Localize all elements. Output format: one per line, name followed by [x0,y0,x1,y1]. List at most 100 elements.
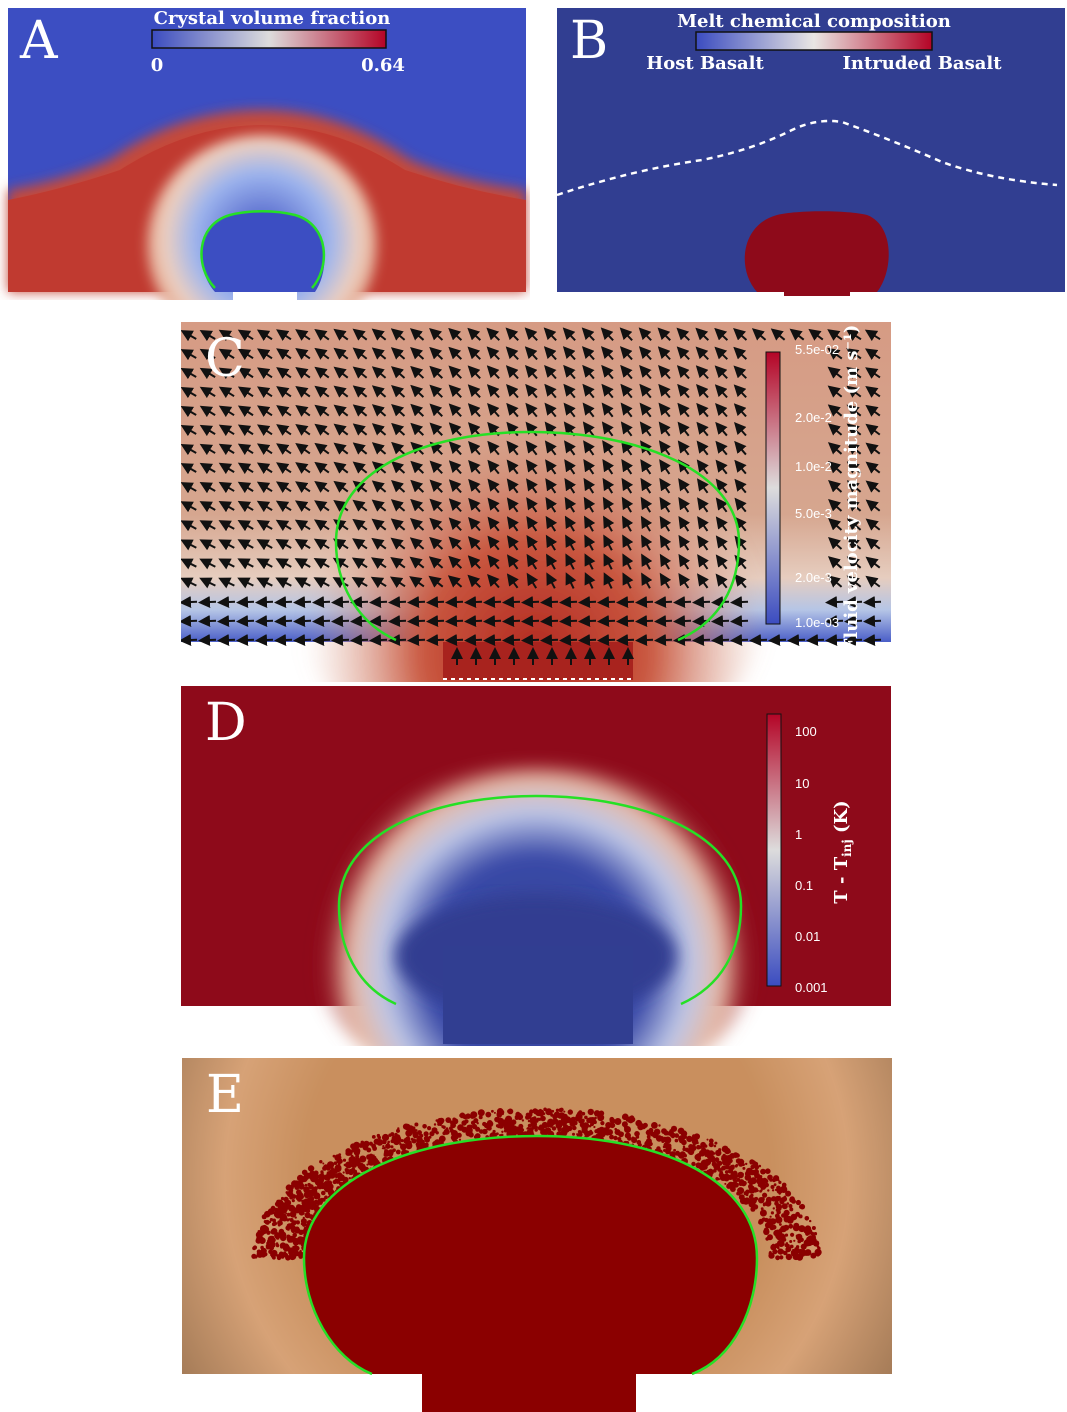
velocity-arrow [313,577,330,589]
velocity-arrow [256,481,273,494]
velocity-arrow [237,500,254,513]
velocity-arrow [602,440,614,456]
velocity-arrow [846,556,862,569]
crystal-speck [313,1192,321,1200]
crystal-speck [807,1235,814,1242]
velocity-arrow [390,347,406,360]
velocity-arrow [410,422,425,436]
velocity-arrow [371,328,387,341]
velocity-arrow [407,634,426,646]
crystal-speck [760,1207,764,1211]
crystal-speck [342,1171,345,1174]
velocity-arrow [715,459,728,475]
velocity-arrow [333,366,349,379]
crystal-speck [572,1132,575,1136]
crystal-speck [737,1191,741,1196]
crystal-speck [784,1233,789,1237]
crystal-speck [613,1135,618,1141]
colorbar-d-tick-1: 10 [795,776,809,791]
velocity-arrow [199,501,216,513]
crystal-speck [584,1115,588,1120]
velocity-arrow [295,443,311,455]
crystal-speck [785,1243,790,1248]
crystal-speck [721,1165,727,1171]
crystal-speck [527,1131,532,1136]
velocity-arrow [562,327,576,342]
velocity-arrow [659,478,671,494]
crystal-speck [576,1133,579,1136]
velocity-arrow [526,497,538,513]
crystal-speck [738,1181,744,1186]
crystal-speck [383,1146,386,1150]
inlet-d [443,946,633,1044]
crystal-speck [753,1187,757,1191]
crystal-speck [670,1125,678,1132]
crystal-speck [732,1177,737,1182]
crystal-speck [598,1110,605,1117]
crystal-speck [470,1111,478,1119]
velocity-arrow [429,346,444,360]
crystal-speck [661,1139,665,1143]
velocity-arrow [199,367,216,380]
velocity-arrow [350,596,369,608]
crystal-speck [334,1178,338,1182]
velocity-arrow [410,403,425,417]
velocity-arrow [524,327,538,341]
crystal-speck [765,1168,771,1174]
velocity-arrow [583,440,595,456]
velocity-arrow [276,462,292,474]
crystal-speck [810,1252,817,1259]
velocity-arrow [825,634,844,646]
velocity-arrow [526,572,539,589]
velocity-arrow [600,327,614,342]
crystal-speck [534,1117,537,1121]
crystal-speck [795,1233,803,1241]
velocity-arrow [314,404,330,417]
colorbar-d-tick-4: 0.01 [795,929,820,944]
crystal-speck [667,1146,670,1149]
crystal-speck [270,1208,273,1211]
crystal-speck [793,1239,796,1242]
velocity-arrow [199,462,216,475]
velocity-arrow [678,478,690,494]
crystal-speck [275,1242,279,1245]
crystal-speck [551,1126,557,1131]
velocity-arrow [696,421,709,437]
crystal-speck [559,1107,564,1112]
velocity-arrow [181,386,197,399]
crystal-speck [300,1176,306,1182]
crystal-speck [707,1168,714,1174]
velocity-arrow [828,479,843,493]
velocity-arrow [696,402,709,418]
velocity-arrow [181,367,197,380]
crystal-speck [742,1166,746,1170]
crystal-speck [422,1124,427,1129]
velocity-arrow [464,596,483,608]
crystal-speck [664,1140,667,1143]
velocity-arrow [448,327,463,341]
crystal-speck [637,1123,644,1131]
plume-contour-d [337,794,743,1006]
velocity-arrow [657,346,671,361]
velocity-arrow [352,518,368,531]
crystal-speck [624,1126,631,1133]
velocity-arrow [314,423,330,436]
velocity-arrow [274,634,293,646]
velocity-arrow [255,596,274,608]
velocity-arrow [314,347,330,360]
velocity-arrow [582,364,595,380]
crystal-speck [275,1236,280,1240]
crystal-speck [423,1131,429,1137]
inlet-gap [233,292,297,300]
crystal-speck [724,1176,730,1182]
velocity-arrow [391,460,406,474]
crystal-speck [789,1207,794,1212]
crystal-speck [475,1126,481,1132]
crystal-speckle [251,1107,822,1261]
velocity-arrow [621,515,634,532]
velocity-arrow [256,500,273,513]
velocity-arrow [236,634,255,646]
velocity-arrow [256,577,273,589]
velocity-arrow [603,572,615,589]
velocity-arrow [314,328,330,341]
